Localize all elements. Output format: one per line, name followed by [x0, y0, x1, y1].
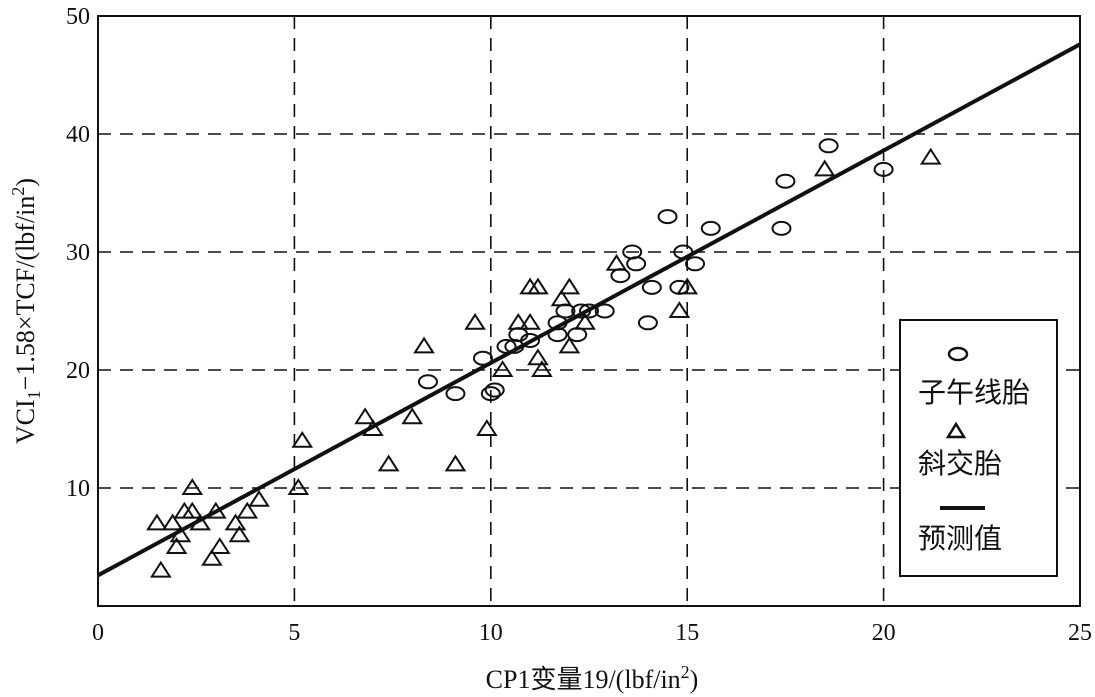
y-tick-label: 50 [66, 4, 90, 30]
x-tick-label: 25 [1068, 620, 1092, 646]
bias-tire-point [201, 548, 223, 566]
bias-tire-point [413, 336, 435, 354]
bias-tire-point [558, 336, 581, 354]
bias-tire-point [605, 253, 628, 271]
radial-tire-point [657, 209, 678, 225]
radial-tire-point [579, 303, 599, 319]
y-tick-label: 20 [66, 358, 90, 384]
bias-tire-point [813, 159, 836, 177]
bias-tire-point [208, 537, 231, 554]
radial-tire-point [685, 256, 706, 272]
y-tick-label: 40 [66, 122, 90, 148]
bias-tire-point [527, 348, 549, 366]
radial-tire-point [637, 315, 658, 331]
x-tick-label: 20 [872, 620, 896, 646]
bias-tire-point [527, 277, 549, 295]
bias-tire-point [519, 312, 541, 330]
bias-tire-point [146, 513, 168, 531]
tick-labels: 0 5 10 15 20 25 10 20 30 40 50 [66, 4, 1092, 646]
bias-tire-point [919, 147, 942, 165]
bias-tire-point [205, 501, 227, 519]
plot-frame [97, 15, 1081, 607]
bias-tire-point [558, 277, 581, 295]
bias-tire-point [224, 513, 247, 531]
legend: 子午线胎 斜交胎 预测值 [899, 319, 1058, 577]
radial-tire-point [700, 220, 721, 236]
bias-tire-point [668, 301, 691, 318]
bias-tire-point [236, 501, 259, 519]
legend-box [899, 319, 1058, 577]
x-tick-label: 10 [479, 620, 503, 646]
radial-tire-point [641, 279, 662, 295]
bias-tire-point [189, 513, 211, 531]
x-tick-label: 15 [675, 620, 699, 646]
bias-tire-point [354, 407, 376, 425]
legend-label-bias: 斜交胎 [918, 447, 1002, 480]
bias-tire-point [150, 560, 172, 578]
bias-tire-point [291, 430, 314, 448]
radial-tire-point [626, 256, 647, 272]
bias-tire-point [531, 360, 553, 377]
bias-tire-point [444, 454, 467, 472]
y-tick-label: 30 [66, 240, 90, 266]
bias-tire-point [476, 419, 498, 436]
radial-tire-point [673, 244, 694, 260]
data-points [146, 138, 942, 578]
bias-tire-point [464, 312, 486, 330]
bias-tire-point [181, 478, 204, 495]
bias-tire-point [181, 501, 204, 519]
y-tick-label: 10 [66, 476, 90, 502]
radial-tire-point [873, 161, 894, 177]
x-tick-label: 0 [92, 620, 104, 646]
y-axis-label: VCI1−1.58×TCF/(lbf/in2) [8, 178, 44, 444]
radial-tire-point [417, 374, 438, 390]
radial-tire-point [594, 303, 615, 319]
bias-tire-point [228, 525, 251, 543]
legend-label-predicted: 预测值 [918, 522, 1002, 555]
bias-tire-point [676, 277, 699, 295]
radial-tire-point [547, 327, 568, 343]
radial-tire-point [775, 173, 796, 189]
radial-tire-point [571, 303, 592, 319]
x-axis-label: CP1变量19/(lbf/in2) [486, 662, 699, 694]
radial-tire-point [480, 386, 501, 402]
bias-tire-point [161, 513, 184, 531]
bias-tire-point [165, 537, 188, 554]
radial-tire-point [472, 350, 493, 366]
radial-tire-point [520, 333, 541, 348]
legend-triangle-marker [945, 421, 967, 439]
radial-tire-point [610, 268, 631, 284]
radial-tire-point [445, 386, 466, 402]
bias-tire-point [287, 478, 310, 495]
radial-tire-point [547, 315, 568, 331]
bias-tire-point [169, 525, 192, 543]
x-tick-label: 5 [288, 620, 300, 646]
bias-tire-point [574, 312, 596, 330]
radial-tire-point [484, 382, 505, 398]
legend-label-radial: 子午线胎 [918, 376, 1030, 409]
legend-circle-marker [947, 346, 969, 362]
bias-tire-point [248, 489, 270, 507]
bias-tire-point [377, 454, 400, 472]
bias-tire-point [507, 312, 530, 330]
bias-tire-point [491, 360, 514, 377]
bias-tire-point [401, 407, 424, 425]
bias-tire-point [362, 419, 384, 436]
radial-tire-point [818, 138, 839, 154]
bias-tire-point [550, 289, 573, 307]
radial-tire-point [771, 220, 792, 236]
radial-tire-point [496, 338, 517, 354]
